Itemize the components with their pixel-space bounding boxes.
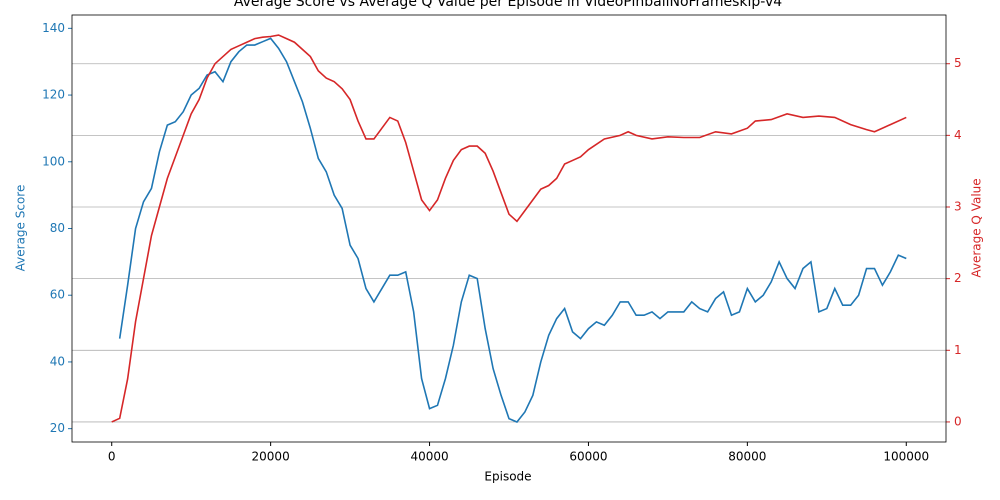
series-line bbox=[118, 37, 907, 423]
x-tick-label: 100000 bbox=[883, 450, 929, 464]
y-axis-label: Average Score bbox=[14, 185, 28, 272]
x-tick-label: 0 bbox=[108, 450, 116, 464]
y-tick-label: 20 bbox=[50, 421, 65, 435]
y-tick-label: 60 bbox=[50, 288, 65, 302]
x-axis-label: Episode bbox=[484, 470, 531, 484]
y-tick-label: 120 bbox=[42, 88, 65, 102]
x-tick-label: 20000 bbox=[252, 450, 290, 464]
y-tick-label: 100 bbox=[42, 154, 65, 168]
y-tick-label: 80 bbox=[50, 221, 65, 235]
x-tick-label: 60000 bbox=[569, 450, 607, 464]
y2-tick-label: 3 bbox=[954, 200, 962, 214]
y2-axis-label: Average Q Value bbox=[970, 178, 984, 277]
y-tick-label: 40 bbox=[50, 354, 65, 368]
y2-tick-label: 5 bbox=[954, 56, 962, 70]
y2-tick-label: 0 bbox=[954, 414, 962, 428]
y2-tick-label: 1 bbox=[954, 343, 962, 357]
chart-title: Average Score vs Average Q Value per Epi… bbox=[234, 0, 782, 10]
x-tick-label: 80000 bbox=[728, 450, 766, 464]
y2-tick-label: 2 bbox=[954, 271, 962, 285]
y-tick-label: 140 bbox=[42, 21, 65, 35]
series-line bbox=[111, 34, 907, 423]
y2-tick-label: 4 bbox=[954, 128, 962, 142]
plot-frame bbox=[71, 14, 947, 443]
x-tick-label: 40000 bbox=[410, 450, 448, 464]
